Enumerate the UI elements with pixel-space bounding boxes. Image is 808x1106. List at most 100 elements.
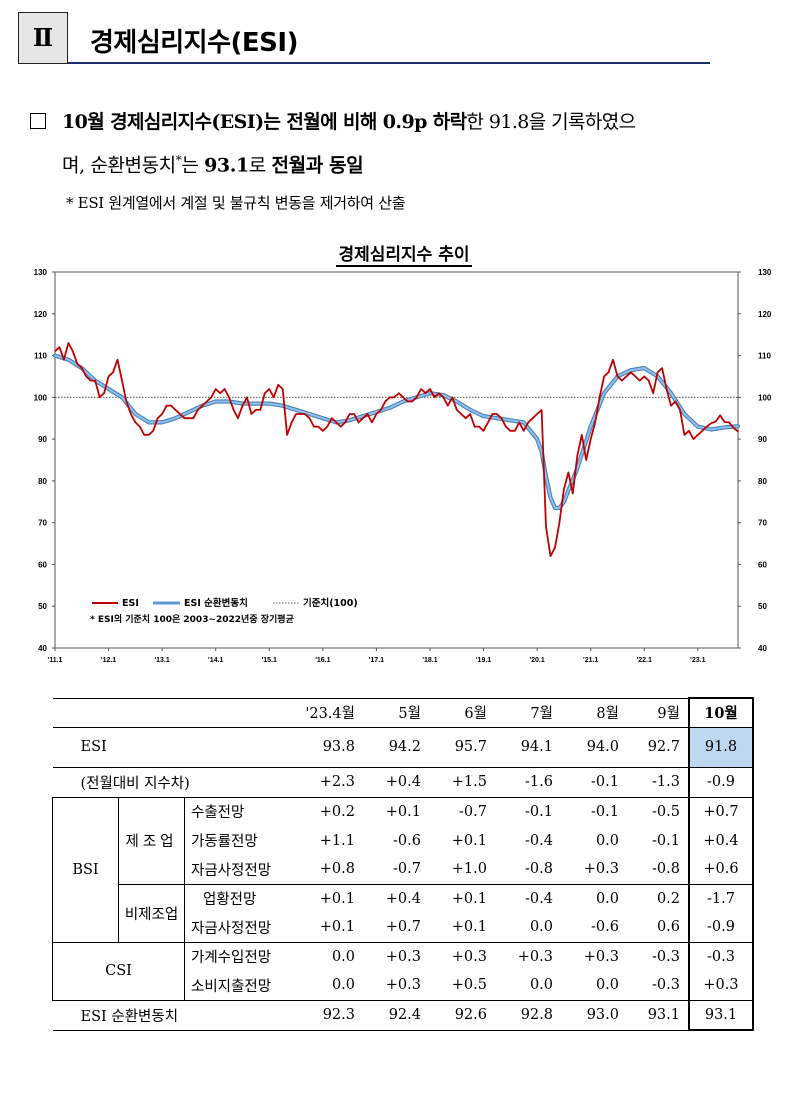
table-cell: 95.7 — [454, 739, 487, 755]
x-tick-label: '16.1 — [315, 657, 330, 664]
section-title: 경제심리지수(ESI) — [90, 28, 298, 58]
table-cell: 0.0 — [595, 890, 619, 907]
x-tick-label: '20.1 — [529, 657, 544, 664]
table-cell: 0.2 — [656, 890, 680, 907]
section-number-box: Ⅱ — [18, 12, 68, 64]
table-cell: -0.3 — [652, 977, 680, 994]
table-cell: +2.3 — [319, 774, 355, 790]
esi-table: '23.4월 5월 6월 7월 8월 9월 10월 ESI 93.8 94.2 … — [52, 697, 754, 1031]
table-cell: 0.0 — [331, 977, 355, 994]
y-tick-label-right: 70 — [758, 519, 767, 528]
table-cell: 0.0 — [595, 832, 619, 849]
legend-cycle-label: ESI 순환변동치 — [184, 597, 248, 609]
esi-line — [54, 342, 739, 557]
table-cell: +0.1 — [385, 803, 421, 820]
row-label: 소비지출전망 — [191, 978, 272, 995]
x-tick-label: '14.1 — [208, 657, 223, 664]
header-cell: 8월 — [596, 706, 619, 722]
table-cell-current: -1.7 — [688, 884, 754, 913]
table-header-row: '23.4월 5월 6월 7월 8월 9월 10월 — [52, 697, 754, 728]
y-tick-label-right: 110 — [758, 352, 771, 361]
row-label: 업황전망 — [203, 892, 257, 909]
table-cell: +0.4 — [385, 890, 421, 907]
footnote-marker: * — [175, 153, 182, 167]
table-cell-current: -0.3 — [688, 942, 754, 971]
y-tick-label-left: 60 — [38, 560, 47, 569]
table-cell: +0.3 — [451, 948, 487, 965]
x-tick-label: '17.1 — [369, 657, 384, 664]
y-tick-label-right: 130 — [758, 268, 772, 277]
table-cell: +0.2 — [319, 803, 355, 820]
table-cell: +0.1 — [319, 890, 355, 907]
chart-title: 경제심리지수 추이 — [336, 245, 472, 267]
table-cell: 93.8 — [322, 739, 355, 755]
table-cell: -0.5 — [652, 803, 680, 820]
summary-text-2a: 며, 순환변동치 — [62, 154, 176, 177]
y-tick-label-right: 100 — [758, 393, 772, 402]
table-row-esi: ESI 93.8 94.2 95.7 94.1 94.0 92.7 91.8 — [52, 727, 754, 767]
table-cell: -0.6 — [591, 919, 619, 936]
plot-area — [54, 271, 739, 649]
y-tick-label-left: 130 — [34, 268, 48, 277]
header-cell: 9월 — [657, 706, 680, 722]
table-cell: -1.6 — [525, 774, 553, 790]
y-tick-label-left: 110 — [34, 352, 47, 361]
bullet-square-icon — [30, 113, 46, 129]
row-label: 자금사정전망 — [191, 920, 272, 937]
x-tick-label: '15.1 — [262, 657, 277, 664]
footnote: * ESI 원계열에서 계절 및 불규칙 변동을 제거하여 산출 — [66, 194, 406, 212]
table-cell: 92.4 — [388, 1007, 421, 1023]
header-cell: 6월 — [464, 706, 487, 722]
row-label-csi: CSI — [52, 942, 185, 1001]
summary-line-2: 며, 순환변동치*는 93.1로 전월과 동일 — [30, 141, 795, 184]
row-label-manufacturing: 제조업 — [118, 797, 185, 885]
table-cell: 0.6 — [656, 919, 680, 936]
table-cell-current: 93.1 — [688, 1000, 754, 1031]
x-tick-label: '19.1 — [476, 657, 491, 664]
table-cell: 92.3 — [322, 1007, 355, 1023]
table-cell: 92.6 — [454, 1007, 487, 1023]
table-cell: -0.4 — [525, 890, 553, 907]
table-cell: 0.0 — [595, 977, 619, 994]
table-cell: -0.7 — [459, 803, 487, 820]
table-cell: +0.4 — [385, 774, 421, 790]
table-cell-current: -0.9 — [688, 767, 754, 797]
table-row: 자금사정전망 +0.1 +0.7 +0.1 0.0 -0.6 0.6 -0.9 — [52, 913, 754, 942]
x-tick-label: '18.1 — [422, 657, 437, 664]
x-tick-label: '13.1 — [154, 657, 169, 664]
header-blank-cell — [53, 698, 295, 727]
section-number: Ⅱ — [32, 23, 54, 52]
table-cell: -0.7 — [393, 861, 421, 878]
esi-cycle-line — [54, 354, 739, 509]
x-tick-label: '11.1 — [48, 657, 63, 664]
table-cell: -0.6 — [393, 832, 421, 849]
table-cell: +0.3 — [385, 977, 421, 994]
table-cell: +0.7 — [385, 919, 421, 936]
table-cell: -0.1 — [525, 803, 553, 820]
table-row-cycle: ESI 순환변동치 92.3 92.4 92.6 92.8 93.0 93.1 … — [52, 1000, 754, 1031]
row-label-cycle: ESI 순환변동치 — [80, 1008, 179, 1025]
table-cell: 93.1 — [647, 1007, 680, 1023]
table-cell: 94.1 — [520, 739, 553, 755]
table-cell: +0.1 — [319, 919, 355, 936]
header-cell: 7월 — [530, 706, 553, 722]
table-row: 자금사정전망 +0.8 -0.7 +1.0 -0.8 +0.3 -0.8 +0.… — [52, 855, 754, 884]
legend-note: * ESI의 기준치 100은 2003~2022년중 장기평균 — [90, 613, 295, 625]
header-cell: 5월 — [398, 706, 421, 722]
table-cell: +0.5 — [451, 977, 487, 994]
table-cell: +1.0 — [451, 861, 487, 878]
chart-title-wrap: 경제심리지수 추이 — [0, 240, 808, 267]
y-tick-label-left: 70 — [38, 519, 47, 528]
header-cell-current: 10월 — [688, 697, 754, 728]
summary-text-1c: 을 기록하였으 — [528, 111, 636, 133]
y-tick-label-left: 90 — [38, 435, 47, 444]
table-cell: 94.0 — [586, 739, 619, 755]
table-cell: -0.8 — [652, 861, 680, 878]
summary-text-2d: 로 — [248, 154, 272, 177]
legend-esi-label: ESI — [122, 598, 139, 609]
table-row: BSI 제조업 수출전망 +0.2 +0.1 -0.7 -0.1 -0.1 -0… — [52, 797, 754, 943]
table-cell: -0.1 — [591, 803, 619, 820]
row-label: 가동률전망 — [191, 834, 258, 850]
table-row: 가동률전망 +1.1 -0.6 +0.1 -0.4 0.0 -0.1 +0.4 — [53, 826, 754, 855]
summary-cycle-value: 93.1 — [204, 154, 249, 177]
